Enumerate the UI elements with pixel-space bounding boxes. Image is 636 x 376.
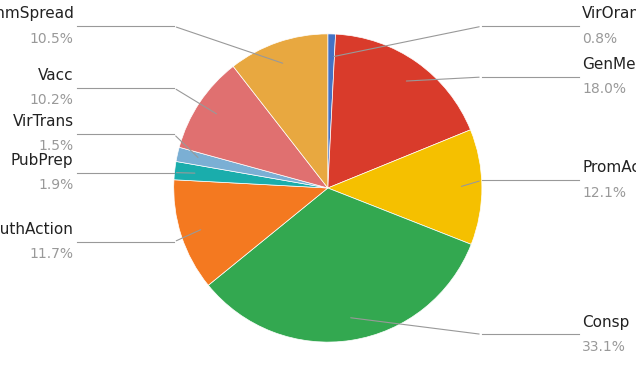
Wedge shape (174, 180, 328, 285)
Wedge shape (174, 161, 328, 188)
Wedge shape (176, 147, 328, 188)
Text: Consp: Consp (582, 315, 630, 329)
Text: 1.5%: 1.5% (38, 139, 74, 153)
Wedge shape (233, 34, 328, 188)
Text: PromAct: PromAct (582, 161, 636, 176)
Text: VirTrans: VirTrans (13, 114, 74, 129)
Wedge shape (328, 34, 471, 188)
Text: 10.2%: 10.2% (30, 93, 74, 107)
Text: 1.9%: 1.9% (38, 178, 74, 192)
Text: VirOran: VirOran (582, 6, 636, 21)
Text: GenMedAdv: GenMedAdv (582, 57, 636, 72)
Text: PubPrep: PubPrep (11, 153, 74, 168)
Wedge shape (179, 67, 328, 188)
Text: 10.5%: 10.5% (30, 32, 74, 45)
Wedge shape (209, 188, 471, 342)
Text: 12.1%: 12.1% (582, 186, 626, 200)
Wedge shape (328, 130, 482, 244)
Text: CommSpread: CommSpread (0, 6, 74, 21)
Text: PubAuthAction: PubAuthAction (0, 222, 74, 237)
Text: 18.0%: 18.0% (582, 82, 626, 96)
Text: Vacc: Vacc (38, 68, 74, 83)
Text: 33.1%: 33.1% (582, 340, 626, 354)
Text: 11.7%: 11.7% (29, 247, 74, 261)
Text: 0.8%: 0.8% (582, 32, 617, 45)
Wedge shape (328, 34, 336, 188)
